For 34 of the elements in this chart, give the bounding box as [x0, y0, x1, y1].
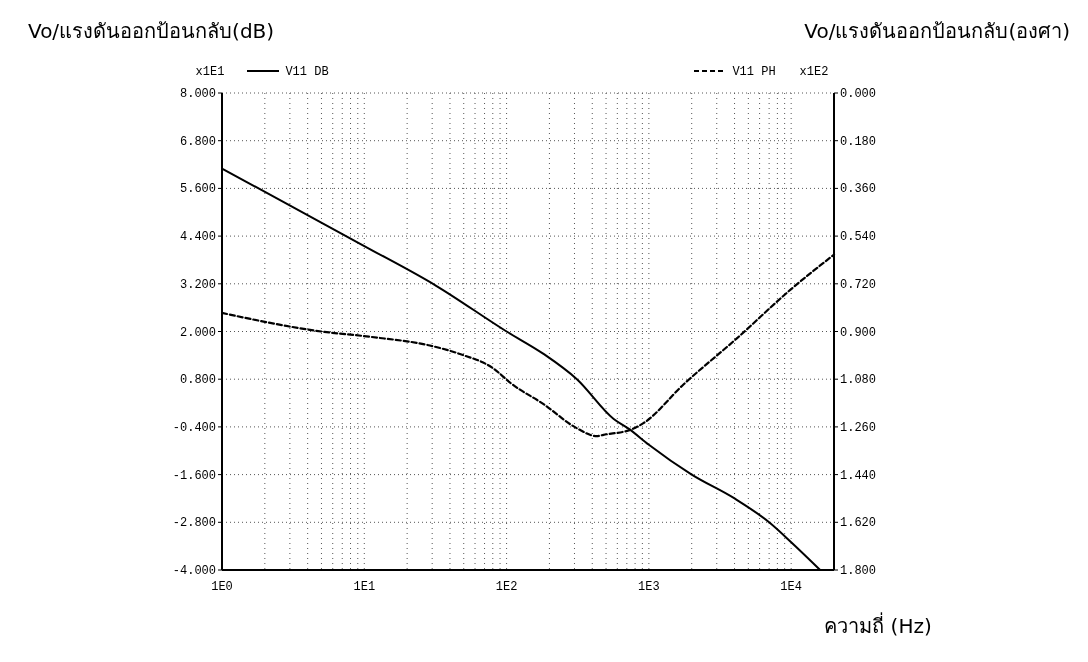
x-tick-label: 1E3 — [638, 580, 660, 594]
y2-axis-title: Vo/แรงดันออกป้อนกลับ(องศา) — [804, 19, 1070, 43]
y-tick-label: 5.600 — [179, 182, 216, 197]
x-axis-title: ความถี่ (Hz) — [824, 612, 932, 638]
y2-tick-label: 1.080 — [840, 373, 877, 388]
y2-tick-label: 1.440 — [840, 468, 877, 483]
text: x1E2 — [799, 65, 829, 79]
x-tick-label: 1E1 — [353, 580, 376, 594]
y2-tick-label: 1.620 — [840, 516, 877, 531]
y2-tick-label: 0.000 — [840, 87, 877, 101]
text: x1E1 — [195, 65, 225, 79]
legend-label: V11 DB — [285, 65, 329, 79]
legend-label: V11 PH — [732, 65, 776, 79]
x-tick-label: 1E4 — [780, 580, 802, 594]
y-tick-label: 4.400 — [179, 230, 216, 245]
x-tick-label: 1E0 — [211, 580, 233, 594]
y-tick-label: 8.000 — [179, 87, 216, 101]
y2-tick-label: 1.800 — [840, 564, 877, 578]
y-tick-label: 0.800 — [179, 373, 216, 388]
y-tick-label: 2.000 — [179, 325, 216, 340]
y-tick-label: -2.800 — [172, 516, 216, 531]
y2-tick-label: 0.720 — [840, 277, 877, 292]
y-tick-label: -4.000 — [172, 564, 216, 578]
y-tick-label: 3.200 — [179, 277, 216, 292]
y2-tick-label: 0.360 — [840, 182, 877, 197]
y2-tick-label: 1.260 — [840, 420, 877, 435]
y2-tick-label: 0.180 — [840, 134, 877, 149]
y-tick-label: -1.600 — [172, 468, 216, 483]
y-tick-label: -0.400 — [172, 420, 216, 435]
x-tick-label: 1E2 — [495, 580, 518, 594]
y2-tick-label: 0.540 — [840, 230, 877, 245]
y-axis-title: Vo/แรงดันออกป้อนกลับ(dB) — [28, 19, 275, 43]
y-tick-label: 6.800 — [179, 134, 216, 149]
y2-tick-label: 0.900 — [840, 325, 877, 340]
